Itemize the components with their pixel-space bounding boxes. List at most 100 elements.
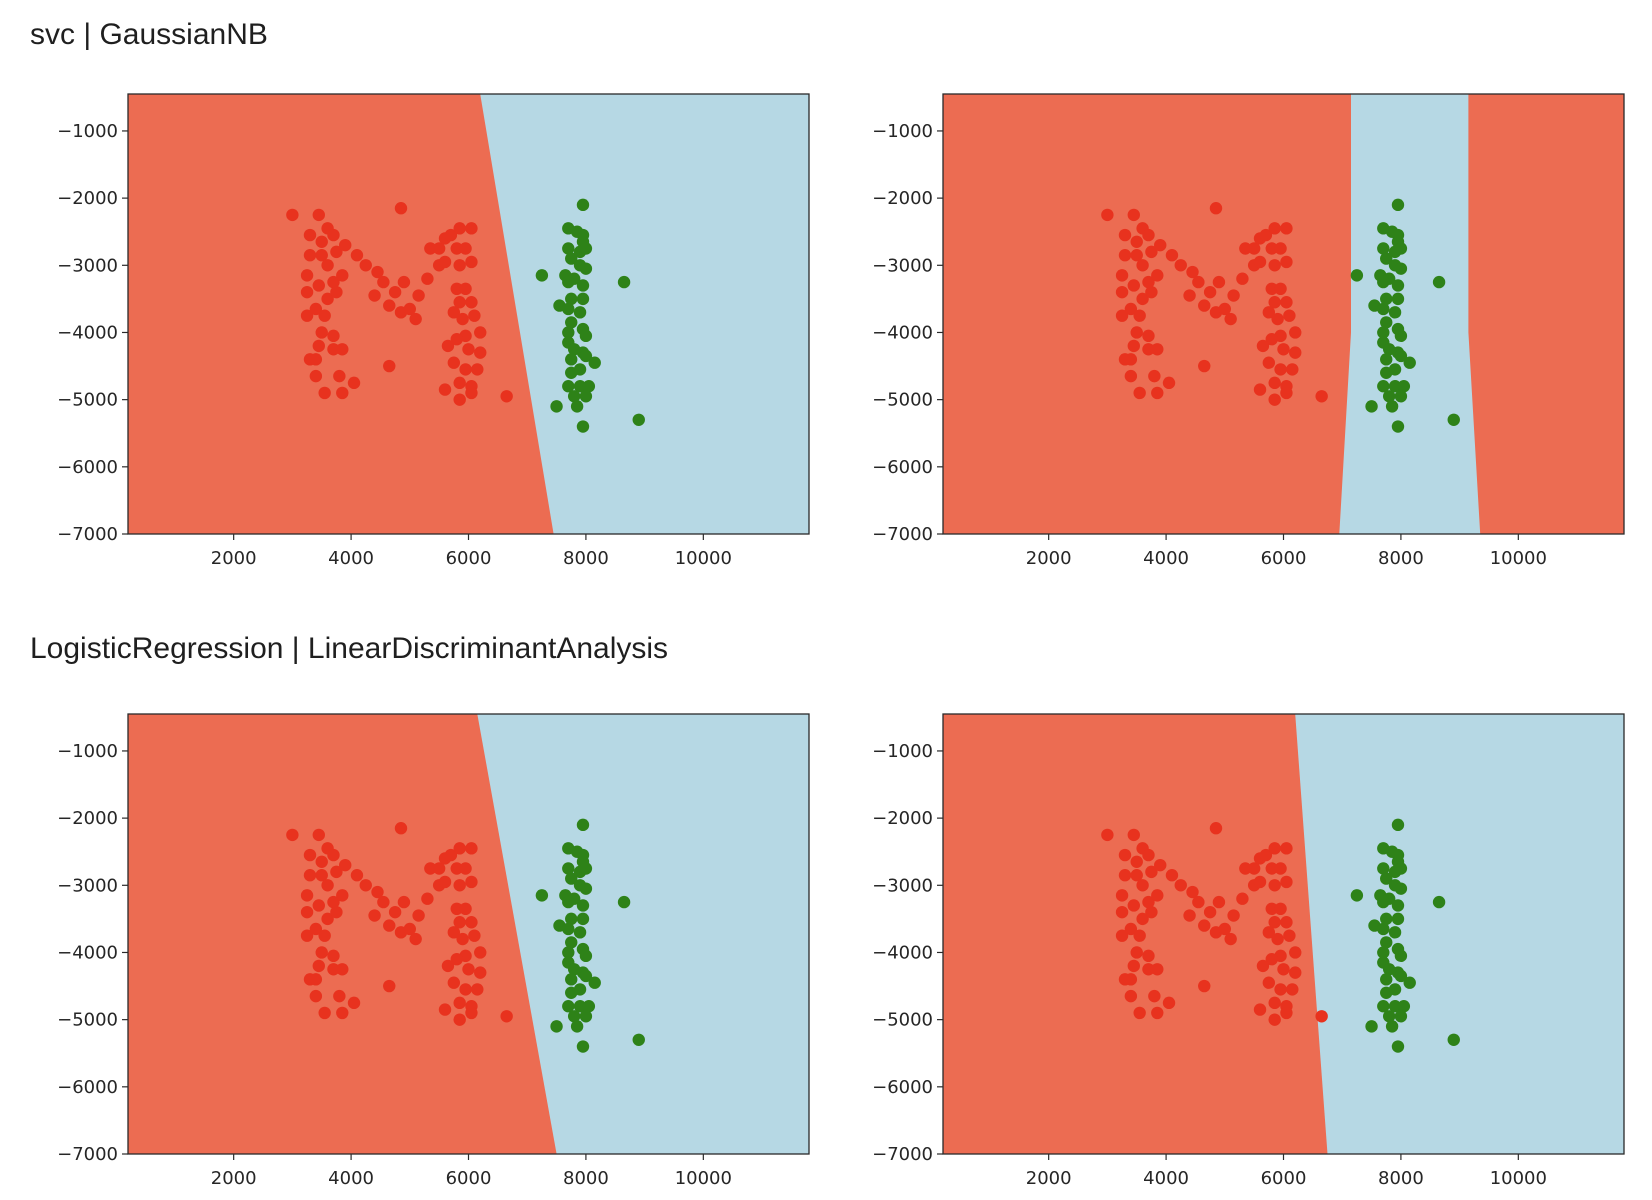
point-red (424, 862, 437, 875)
point-green (1385, 400, 1399, 413)
y-tick-label: −3000 (57, 875, 118, 896)
point-red (339, 858, 352, 872)
point-green (576, 198, 590, 212)
point-red (474, 326, 487, 339)
point-red (1280, 842, 1293, 855)
point-red (371, 265, 384, 279)
point-red (339, 238, 352, 252)
point-red (300, 309, 314, 322)
point-green (562, 895, 575, 909)
point-red (1289, 946, 1302, 959)
point-red (1236, 892, 1249, 905)
point-green (573, 380, 587, 393)
point-red (465, 1006, 478, 1020)
point-red (1130, 855, 1143, 868)
point-red (432, 242, 446, 255)
point-red (336, 889, 349, 902)
point-red (459, 242, 472, 255)
point-red (327, 848, 340, 862)
point-red (315, 869, 328, 882)
point-red (1118, 869, 1132, 882)
point-red (465, 842, 478, 855)
point-red (318, 386, 331, 400)
x-tick-label: 2000 (1026, 548, 1072, 569)
point-red (1186, 265, 1199, 279)
point-green (1403, 356, 1416, 369)
point-red (1118, 249, 1132, 262)
point-red (403, 922, 416, 936)
point-red (1148, 989, 1161, 1003)
point-red (1280, 916, 1293, 929)
point-red (1174, 259, 1187, 272)
point-green (576, 1040, 590, 1053)
point-red (312, 208, 325, 222)
x-tick-label: 6000 (446, 1168, 492, 1189)
point-red (377, 895, 390, 909)
point-red (303, 249, 317, 262)
point-green (562, 242, 575, 255)
y-tick-label: −4000 (872, 322, 933, 343)
point-green (579, 349, 593, 363)
point-red (336, 963, 349, 976)
point-red (1151, 343, 1164, 356)
point-red (394, 201, 408, 215)
point-red (347, 376, 361, 390)
x-tick-label: 8000 (563, 1168, 609, 1189)
point-green (1394, 390, 1408, 403)
point-red (453, 259, 466, 272)
point-green (562, 862, 575, 875)
point-red (468, 309, 481, 322)
point-red (350, 869, 364, 882)
point-red (450, 952, 463, 966)
point-red (1142, 228, 1155, 242)
point-red (1142, 949, 1155, 963)
point-red (465, 916, 478, 929)
point-red (383, 359, 396, 373)
point-red (1209, 201, 1223, 215)
point-red (1277, 963, 1290, 976)
point-green (565, 872, 578, 885)
point-red (1130, 249, 1143, 262)
logisticregression-decision-plot: 2000 4000 6000 8000 10000 −1000 −2000 −3000 −400… (57, 713, 810, 1189)
point-red (1127, 828, 1140, 842)
point-red (1162, 376, 1176, 390)
point-red (336, 343, 349, 356)
point-red (1247, 242, 1261, 255)
point-red (330, 865, 343, 879)
point-green (579, 1010, 593, 1023)
point-red (453, 1013, 466, 1026)
point-red (1124, 973, 1138, 986)
point-green (565, 973, 578, 986)
point-red (441, 339, 455, 353)
point-green (1377, 862, 1390, 875)
point-green (562, 275, 575, 289)
point-red (1271, 312, 1284, 326)
y-tick-label: −5000 (872, 390, 933, 411)
point-red (462, 963, 475, 976)
point-green (1447, 1033, 1460, 1047)
point-red (1151, 269, 1164, 282)
point-red (1124, 353, 1138, 366)
point-red (1239, 242, 1252, 255)
x-tick-label: 4000 (328, 1168, 374, 1189)
point-red (333, 989, 346, 1003)
point-green (579, 862, 593, 875)
y-tick-label: −7000 (57, 524, 118, 545)
y-tick-label: −2000 (872, 808, 933, 829)
point-red (1198, 299, 1211, 312)
point-green (565, 252, 578, 265)
point-red (1183, 289, 1196, 302)
point-red (450, 862, 463, 875)
point-red (1127, 279, 1140, 292)
point-red (1289, 966, 1302, 979)
point-green (1391, 292, 1405, 306)
point-green (1447, 413, 1460, 427)
point-red (1280, 386, 1293, 400)
point-green (1385, 1020, 1399, 1033)
x-tick-label: 2000 (1026, 1168, 1072, 1189)
point-red (1133, 386, 1146, 400)
y-tick-label: −4000 (872, 942, 933, 963)
point-red (421, 272, 434, 285)
point-red (459, 363, 472, 376)
point-green (573, 306, 587, 319)
